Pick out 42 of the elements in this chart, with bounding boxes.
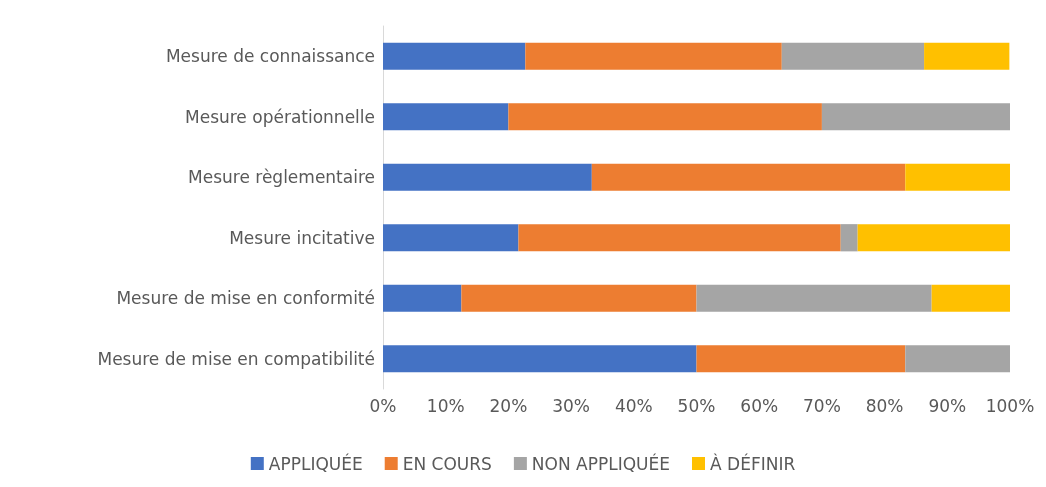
- bar: [857, 224, 1010, 252]
- bar: [821, 103, 1010, 131]
- bar: [905, 163, 1010, 191]
- legend-label: À DÉFINIR: [710, 452, 796, 474]
- bar: [905, 345, 1010, 373]
- x-tick-label: 90%: [928, 395, 967, 416]
- bar: [931, 284, 1010, 312]
- x-tick-label: 0%: [369, 395, 397, 416]
- bar: [508, 103, 822, 131]
- bar: [383, 163, 592, 191]
- bar: [591, 163, 906, 191]
- y-tick-label: Mesure de mise en conformité: [116, 288, 375, 309]
- y-tick-label: Mesure incitative: [229, 227, 375, 248]
- bar: [383, 345, 697, 373]
- x-tick-label: 40%: [614, 395, 653, 416]
- x-tick-label: 60%: [740, 395, 779, 416]
- legend-label: EN COURS: [402, 453, 492, 474]
- y-tick-label: Mesure de mise en compatibilité: [97, 348, 375, 369]
- bar: [383, 103, 509, 131]
- x-tick-label: 80%: [865, 395, 904, 416]
- bar: [781, 42, 925, 70]
- x-tick-label: 30%: [552, 395, 590, 416]
- bar: [461, 284, 697, 312]
- bar: [383, 284, 462, 312]
- x-tick-label: 70%: [803, 395, 841, 416]
- y-tick-label: Mesure de connaissance: [165, 46, 375, 67]
- legend-label: NON APPLIQUÉE: [531, 452, 671, 474]
- bar: [383, 42, 526, 70]
- bar: [696, 284, 932, 312]
- y-tick-label: Mesure opérationnelle: [185, 106, 375, 127]
- bar: [383, 224, 519, 252]
- legend-label: APPLIQUÉE: [268, 452, 363, 474]
- bar: [696, 345, 906, 373]
- x-tick-label: 100%: [985, 395, 1035, 416]
- x-tick-label: 50%: [677, 395, 716, 416]
- bar: [840, 224, 858, 252]
- x-tick-label: 10%: [426, 395, 465, 416]
- bar: [518, 224, 841, 252]
- y-tick-label: Mesure règlementaire: [188, 167, 375, 188]
- bar: [525, 42, 782, 70]
- x-tick-label: 20%: [489, 395, 528, 416]
- bar: [924, 42, 1010, 70]
